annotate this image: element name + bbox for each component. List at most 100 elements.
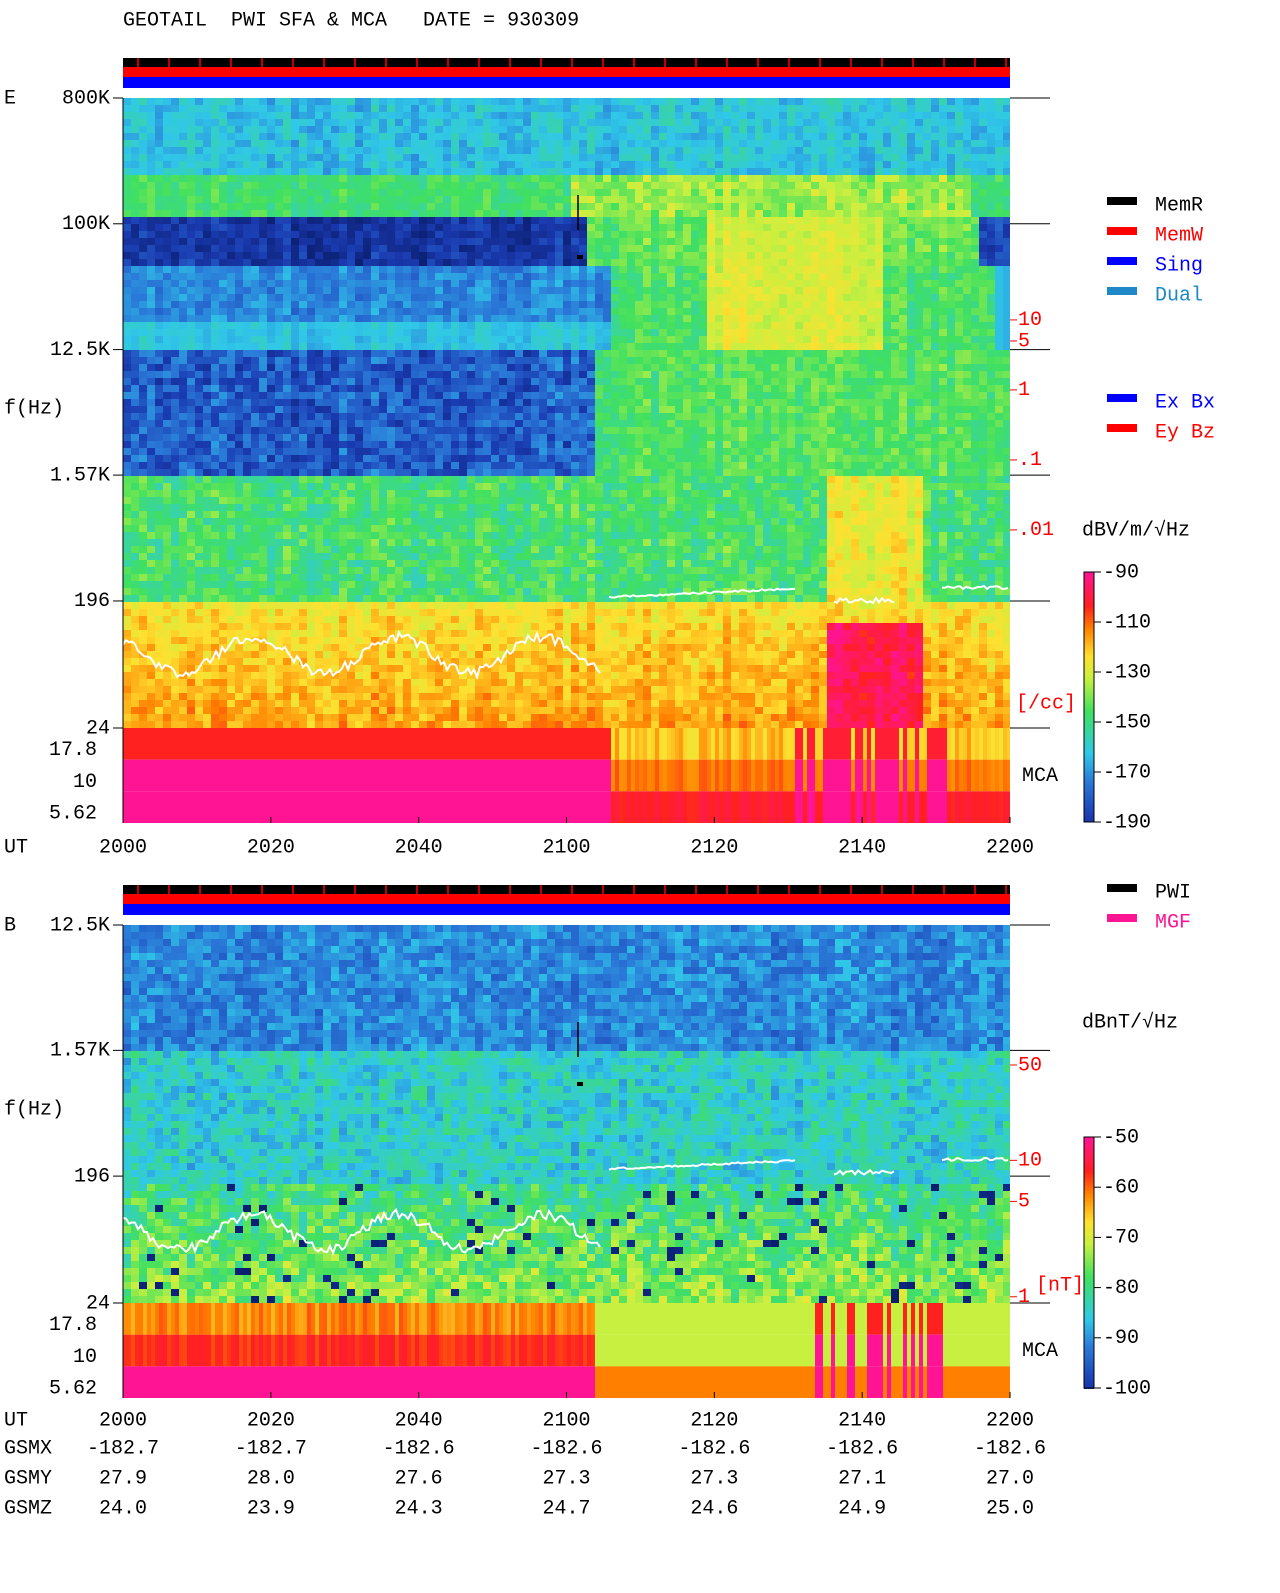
spectrogram-cell (275, 308, 283, 315)
spectrogram-cell (131, 98, 139, 105)
spectrogram-cell (371, 119, 379, 126)
spectrogram-cell (283, 329, 291, 336)
spectrogram-cell (195, 259, 203, 266)
spectrogram-cell (187, 126, 195, 133)
spectrogram-cell (235, 189, 243, 196)
spectrogram-cell (675, 133, 683, 140)
spectrogram-cell (475, 189, 483, 196)
spectrogram-cell (507, 329, 515, 336)
spectrogram-cell (851, 168, 859, 175)
spectrogram-cell (163, 182, 171, 189)
spectrogram-cell (403, 210, 411, 217)
spectrogram-cell (275, 112, 283, 119)
spectrogram-cell (763, 126, 771, 133)
spectrogram-cell (827, 147, 835, 154)
spectrogram-cell (947, 175, 955, 182)
spectrogram-cell (995, 147, 1003, 154)
spectrogram-cell (915, 315, 923, 322)
spectrogram-cell (923, 364, 931, 371)
spectrogram-cell (835, 133, 843, 140)
spectrogram-cell (283, 119, 291, 126)
spectrogram-cell (635, 301, 643, 308)
spectrogram-cell (667, 280, 675, 287)
spectrogram-cell (291, 392, 299, 399)
spectrogram-cell (531, 371, 539, 378)
spectrogram-cell (731, 217, 739, 224)
spectrogram-cell (507, 119, 515, 126)
spectrogram-cell (875, 287, 883, 294)
spectrogram-cell (491, 175, 499, 182)
spectrogram-cell (187, 343, 195, 350)
spectrogram-cell (371, 378, 379, 385)
spectrogram-cell (859, 182, 867, 189)
spectrogram-cell (579, 196, 587, 203)
spectrogram-cell (259, 189, 267, 196)
spectrogram-cell (411, 259, 419, 266)
spectrogram-cell (723, 378, 731, 385)
spectrogram-cell (755, 133, 763, 140)
spectrogram-cell (435, 280, 443, 287)
spectrogram-cell (619, 231, 627, 238)
spectrogram-cell (315, 210, 323, 217)
spectrogram-cell (563, 336, 571, 343)
spectrogram-cell (675, 280, 683, 287)
spectrogram-cell (227, 287, 235, 294)
spectrogram-cell (259, 112, 267, 119)
spectrogram-cell (723, 105, 731, 112)
spectrogram-cell (123, 308, 131, 315)
spectrogram-cell (395, 119, 403, 126)
spectrogram-cell (923, 147, 931, 154)
spectrogram-cell (987, 329, 995, 336)
spectrogram-cell (179, 350, 187, 357)
spectrogram-cell (803, 315, 811, 322)
spectrogram-cell (747, 315, 755, 322)
spectrogram-cell (123, 154, 131, 161)
spectrogram-cell (515, 154, 523, 161)
spectrogram-cell (955, 399, 963, 406)
spectrogram-cell (467, 287, 475, 294)
spectrogram-cell (867, 203, 875, 210)
spectrogram-cell (811, 196, 819, 203)
spectrogram-cell (163, 294, 171, 301)
spectrogram-cell (643, 364, 651, 371)
spectrogram-cell (555, 140, 563, 147)
spectrogram-cell (891, 175, 899, 182)
spectrogram-cell (283, 196, 291, 203)
spectrogram-cell (955, 189, 963, 196)
spectrogram-cell (683, 189, 691, 196)
spectrogram-cell (331, 357, 339, 364)
spectrogram-cell (603, 238, 611, 245)
spectrogram-cell (995, 392, 1003, 399)
spectrogram-cell (779, 378, 787, 385)
spectrogram-cell (283, 294, 291, 301)
spectrogram-cell (427, 98, 435, 105)
spectrogram-cell (643, 301, 651, 308)
spectrogram-cell (131, 343, 139, 350)
spectrogram-cell (595, 259, 603, 266)
spectrogram-cell (403, 308, 411, 315)
spectrogram-cell (427, 350, 435, 357)
spectrogram-cell (715, 119, 723, 126)
spectrogram-cell (483, 105, 491, 112)
spectrogram-cell (963, 343, 971, 350)
spectrogram-cell (147, 280, 155, 287)
spectrogram-cell (947, 357, 955, 364)
spectrogram-cell (219, 280, 227, 287)
spectrogram-cell (523, 140, 531, 147)
spectrogram-cell (627, 385, 635, 392)
spectrogram-cell (739, 210, 747, 217)
spectrogram-cell (243, 98, 251, 105)
spectrogram-cell (971, 343, 979, 350)
spectrogram-cell (227, 378, 235, 385)
spectrogram-cell (331, 273, 339, 280)
spectrogram-cell (875, 329, 883, 336)
spectrogram-cell (779, 105, 787, 112)
spectrogram-cell (915, 329, 923, 336)
spectrogram-cell (859, 119, 867, 126)
spectrogram-cell (459, 133, 467, 140)
spectrogram-cell (179, 287, 187, 294)
spectrogram-cell (419, 105, 427, 112)
spectrogram-cell (715, 112, 723, 119)
spectrogram-cell (203, 175, 211, 182)
spectrogram-cell (499, 182, 507, 189)
